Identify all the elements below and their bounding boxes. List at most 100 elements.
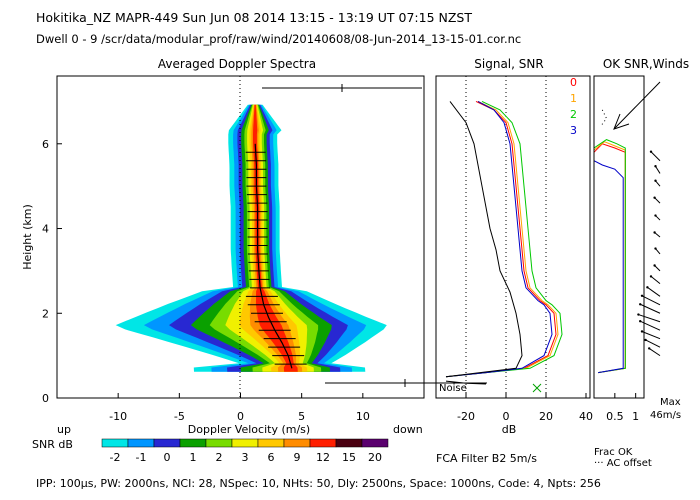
snr-series-3 (445, 100, 553, 378)
noise-line (445, 380, 487, 385)
peak-profile-line (254, 143, 293, 369)
snr-x-axis: -20 0 20 40 (457, 393, 593, 423)
max-wind-arrow (613, 81, 661, 130)
colorbar-cell (231, 438, 259, 448)
colorbar-tick-label: 2 (216, 451, 223, 464)
wind-barb-tip (654, 214, 657, 217)
snr-x-tick-label: 0 (503, 410, 510, 423)
winds-x-tick-label: 0.5 (606, 410, 624, 423)
snr-x-tick-label: 20 (539, 410, 553, 423)
spectra-title: Averaged Doppler Spectra (158, 57, 316, 71)
header-title: Hokitika_NZ MAPR-449 Sun Jun 08 2014 13:… (36, 10, 472, 25)
colorbar-cell (309, 438, 337, 448)
colorbar-tick-label: 1 (190, 451, 197, 464)
colorbar-tick-label: -2 (110, 451, 121, 464)
spectra-x-label: Doppler Velocity (m/s) (188, 423, 310, 436)
wind-barb-tip (644, 338, 647, 342)
wind-barb-tip (654, 179, 657, 182)
spectra-x-tick-label: -5 (174, 410, 185, 423)
snr-x-tick-label: 40 (579, 410, 593, 423)
snr-title: Signal, SNR (474, 57, 543, 71)
colorbar-cell (101, 438, 129, 448)
spectra-peak-profile (245, 143, 307, 369)
colorbar-cell (335, 438, 363, 448)
spectra-y-axis: 0 2 4 6 (42, 138, 62, 405)
wind-barb (645, 339, 661, 348)
frac-ok-series-0 (593, 143, 626, 374)
colorbar-cell (205, 438, 233, 448)
wind-barbs (637, 150, 661, 357)
spectra-panel: -10 -5 0 5 10 0 2 4 6 Height (km) Doppler Veloc… (21, 75, 487, 436)
frac-ok-label: Frac OK (594, 447, 633, 458)
winds-panel: 0.5 1 Frac OK ··· AC offset Max 46m/s (593, 75, 681, 469)
spectra-x-tick-label: 5 (298, 410, 305, 423)
wind-barb (638, 314, 661, 323)
wind-barb (639, 303, 661, 314)
spectra-y-tick-label: 2 (42, 307, 49, 320)
colorbar-label: SNR dB (32, 438, 73, 451)
wind-barb-tip (653, 231, 656, 234)
header-path: Dwell 0 - 9 /scr/data/modular_prof/raw/w… (36, 32, 521, 46)
colorbar-tick-label: 15 (342, 451, 356, 464)
colorbar-tick-label: 12 (316, 451, 330, 464)
snr-frame (435, 75, 591, 399)
snr-legend: 0 1 2 3 (570, 76, 577, 137)
colorbar-tick-label: 6 (268, 451, 275, 464)
wind-barb-tip (640, 294, 644, 297)
colorbar-cell (179, 438, 207, 448)
colorbar-tick-labels: -2 -1 0 1 2 3 6 9 12 15 20 (110, 451, 382, 464)
legend-entry-0: 0 (570, 76, 577, 89)
wind-barb-tip (654, 165, 657, 168)
spectra-x-tick-label: 0 (237, 410, 244, 423)
wind-barb (647, 286, 661, 297)
spectra-x-tick-label: -10 (109, 410, 127, 423)
ac-offset-line (599, 109, 608, 128)
wind-barb-tip (649, 150, 653, 153)
snr-series-0 (445, 100, 557, 378)
winds-x-axis: 0.5 1 (606, 393, 639, 423)
colorbar-cell (361, 438, 389, 448)
snr-x-tick-label: -20 (457, 410, 475, 423)
snr-series-2 (445, 100, 563, 378)
frac-ok-lines (593, 109, 626, 374)
wind-barb (654, 265, 661, 272)
spectra-y-label: Height (km) (21, 204, 34, 270)
colorbar-tick-label: 0 (164, 451, 171, 464)
wind-barb-tip (654, 247, 657, 250)
ac-offset-label: ··· AC offset (594, 458, 652, 469)
wind-barb (639, 320, 661, 331)
frac-ok-series-3 (593, 159, 624, 374)
legend-entry-2: 2 (570, 108, 577, 121)
spectra-y-tick-label: 6 (42, 138, 49, 151)
colorbar-tick-label: 20 (368, 451, 382, 464)
wind-barb (650, 151, 661, 162)
frac-ok-series-1 (593, 141, 626, 374)
spectra-y-tick-label: 4 (42, 223, 49, 236)
wind-barb-tip (653, 196, 656, 199)
snr-series-signal (445, 101, 523, 378)
wind-barb-tip (639, 320, 642, 323)
snr-profile-lines (445, 100, 563, 385)
wind-barb (641, 295, 661, 306)
footer-params: IPP: 100µs, PW: 2000ns, NCI: 28, NSpec: … (36, 477, 601, 490)
max-speed-label: 46m/s (650, 410, 681, 421)
wind-barb-tip (653, 264, 656, 267)
winds-frame (593, 75, 645, 399)
colorbar-tick-label: -1 (136, 451, 147, 464)
colorbar-tick-label: 3 (242, 451, 249, 464)
colorbar-cell (127, 438, 155, 448)
spectra-x-axis: -10 -5 0 5 10 (109, 393, 370, 423)
wind-barb-tip (639, 303, 642, 306)
fca-filter-label: FCA Filter B2 5m/s (436, 452, 537, 465)
winds-title: OK SNR,Winds (603, 57, 689, 71)
spectra-contours (115, 104, 387, 372)
legend-entry-1: 1 (570, 92, 577, 105)
noise-label: Noise (439, 383, 467, 394)
wind-barb (650, 276, 661, 284)
snr-grid-lines (465, 76, 547, 398)
wind-barb-tip (640, 330, 644, 333)
snr-panel: -20 0 20 40 dB Noise 0 1 2 3 (435, 75, 593, 436)
noise-cross-marker (532, 383, 542, 393)
wind-barb-tip (637, 313, 640, 316)
